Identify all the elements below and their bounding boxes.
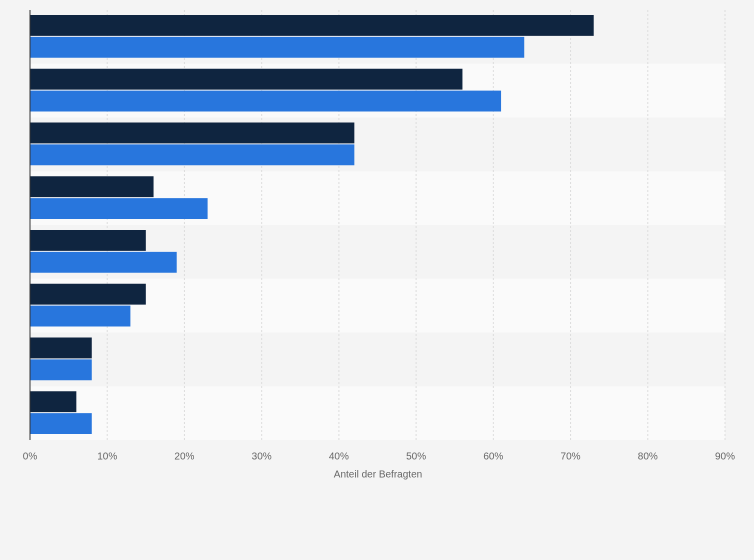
x-tick-label: 20% [174, 452, 194, 463]
bar [30, 230, 146, 251]
bar [30, 36, 525, 58]
category-band [30, 386, 725, 440]
x-tick-label: 40% [329, 452, 349, 463]
x-tick-label: 10% [97, 452, 117, 463]
x-tick-label: 80% [638, 452, 658, 463]
x-tick-label: 50% [406, 452, 426, 463]
bar [30, 337, 92, 359]
category-band [30, 332, 725, 387]
x-axis-label: Anteil der Befragten [334, 470, 422, 481]
bar [30, 251, 177, 273]
bar [30, 144, 355, 166]
bar [30, 122, 355, 144]
x-tick-label: 0% [23, 452, 38, 463]
bar [30, 15, 594, 36]
bar [30, 305, 131, 327]
x-tick-label: 70% [561, 452, 581, 463]
bar [30, 90, 502, 112]
bar [30, 283, 146, 305]
x-tick-label: 30% [252, 452, 272, 463]
x-tick-label: 90% [715, 452, 735, 463]
bar [30, 68, 463, 90]
bar [30, 198, 208, 219]
x-tick-label: 60% [483, 452, 503, 463]
bar [30, 176, 154, 198]
bar [30, 391, 77, 413]
bar [30, 413, 92, 434]
bar [30, 359, 92, 381]
